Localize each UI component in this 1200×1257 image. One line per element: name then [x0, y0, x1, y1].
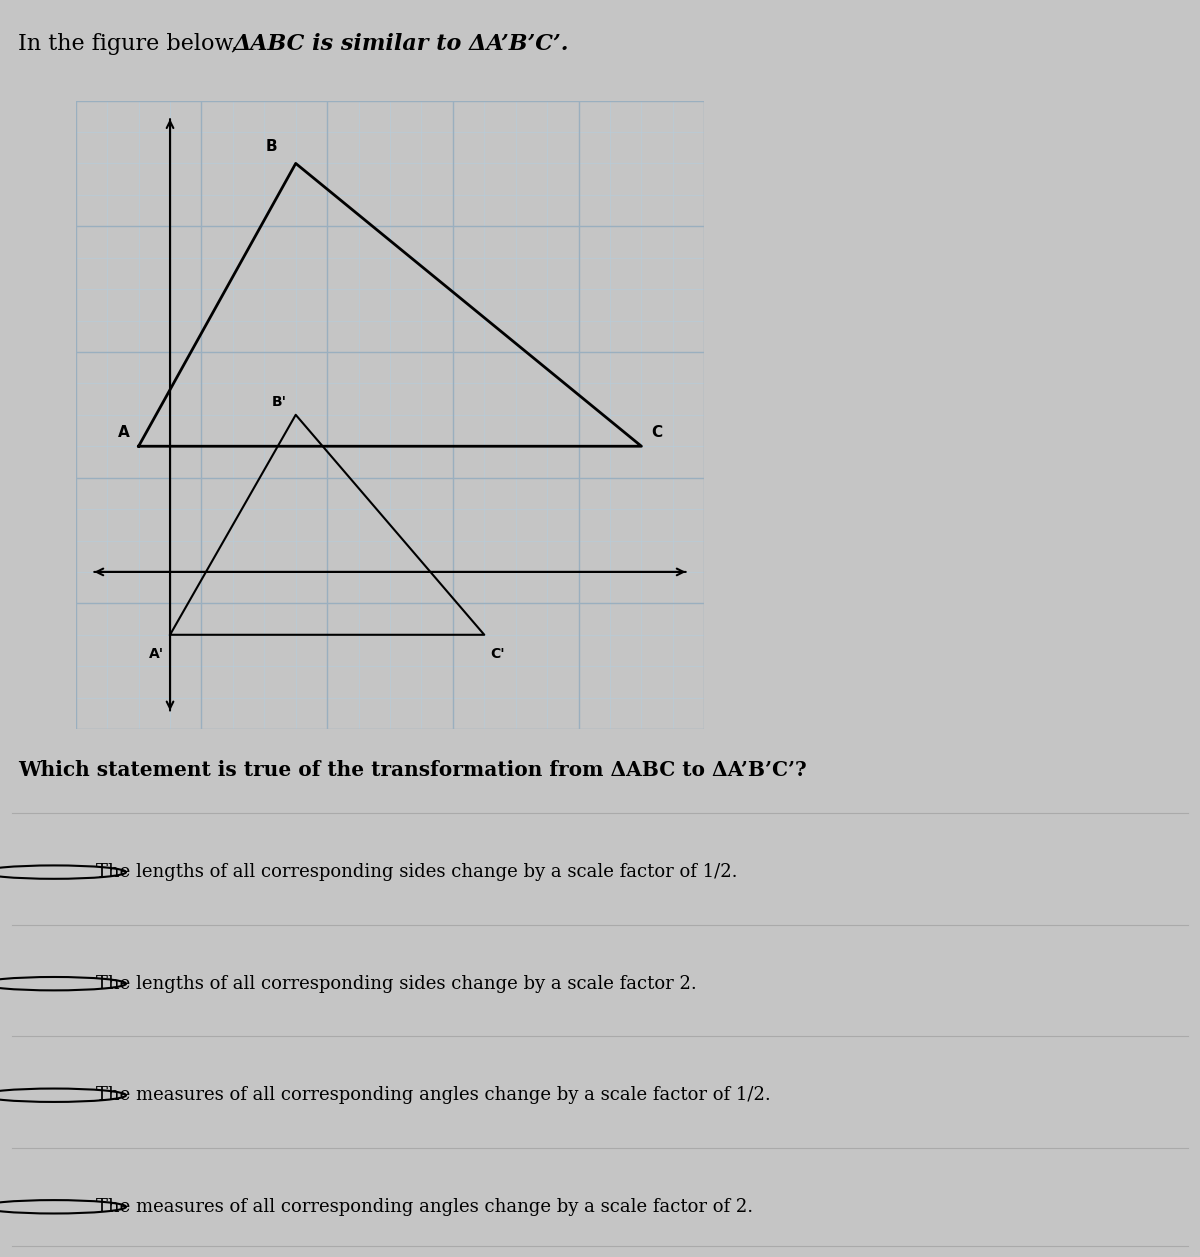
Text: The lengths of all corresponding sides change by a scale factor 2.: The lengths of all corresponding sides c… — [96, 974, 697, 993]
Text: The measures of all corresponding angles change by a scale factor of 1/2.: The measures of all corresponding angles… — [96, 1086, 770, 1104]
Text: C: C — [650, 425, 662, 440]
Text: B: B — [265, 140, 277, 155]
Text: The lengths of all corresponding sides change by a scale factor of 1/2.: The lengths of all corresponding sides c… — [96, 864, 738, 881]
Text: A: A — [118, 425, 130, 440]
Text: Which statement is true of the transformation from ΔABC to ΔA’B’C’?: Which statement is true of the transform… — [18, 760, 806, 779]
Text: In the figure below,: In the figure below, — [18, 33, 245, 55]
Text: C': C' — [491, 647, 505, 661]
Text: A': A' — [149, 647, 163, 661]
Text: B': B' — [271, 395, 287, 409]
Text: The measures of all corresponding angles change by a scale factor of 2.: The measures of all corresponding angles… — [96, 1198, 754, 1216]
Text: ΔABC is similar to ΔA’B’C’.: ΔABC is similar to ΔA’B’C’. — [234, 33, 570, 55]
